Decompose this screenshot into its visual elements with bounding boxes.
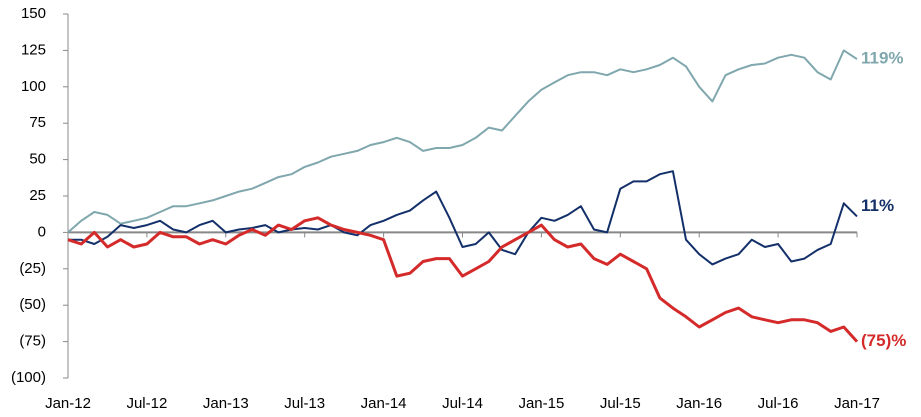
x-tick-label: Jul-15 bbox=[600, 395, 641, 412]
y-tick-label: 125 bbox=[21, 41, 46, 58]
y-tick-label: (100) bbox=[11, 369, 46, 386]
end-label: (75)% bbox=[861, 331, 906, 350]
end-label: 119% bbox=[861, 49, 904, 68]
x-tick-label: Jan-15 bbox=[518, 395, 564, 412]
x-tick-label: Jan-12 bbox=[45, 395, 91, 412]
x-tick-label: Jan-14 bbox=[361, 395, 407, 412]
x-tick-label: Jan-16 bbox=[676, 395, 722, 412]
y-tick-label: (50) bbox=[19, 296, 46, 313]
y-tick-label: 50 bbox=[29, 151, 46, 168]
series-line bbox=[68, 170, 858, 266]
y-tick-label: 75 bbox=[29, 114, 46, 131]
x-tick-label: Jul-13 bbox=[284, 395, 325, 412]
x-tick-label: Jan-13 bbox=[203, 395, 249, 412]
x-tick-label: Jan-17 bbox=[834, 395, 880, 412]
y-tick-label: (25) bbox=[19, 260, 46, 277]
end-label: 11% bbox=[861, 196, 894, 215]
x-tick-label: Jul-16 bbox=[758, 395, 799, 412]
x-tick-label: Jul-12 bbox=[126, 395, 167, 412]
y-tick-label: 25 bbox=[29, 187, 46, 204]
series-line bbox=[67, 216, 859, 343]
x-tick-label: Jul-14 bbox=[442, 395, 483, 412]
y-tick-label: (75) bbox=[19, 333, 46, 350]
y-tick-label: 100 bbox=[21, 78, 46, 95]
series-line bbox=[67, 49, 858, 234]
y-tick-label: 0 bbox=[38, 223, 46, 240]
y-tick-label: 150 bbox=[21, 5, 46, 22]
